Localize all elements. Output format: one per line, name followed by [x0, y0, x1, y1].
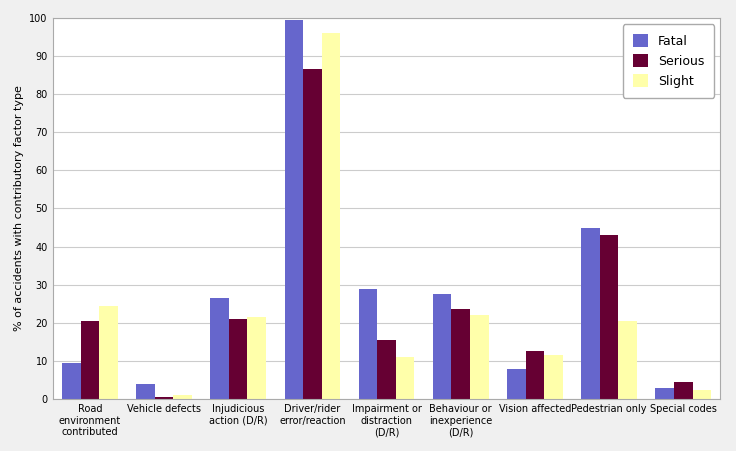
Bar	[247, 317, 266, 399]
Bar	[155, 397, 173, 399]
Bar	[581, 227, 600, 399]
Bar	[618, 321, 637, 399]
Bar	[433, 294, 451, 399]
Bar	[656, 387, 674, 399]
Bar	[507, 368, 526, 399]
Bar	[544, 355, 563, 399]
Bar	[99, 306, 118, 399]
Bar	[674, 382, 693, 399]
Bar	[600, 235, 618, 399]
Bar	[173, 395, 192, 399]
Bar	[303, 69, 322, 399]
Bar	[396, 357, 414, 399]
Bar	[451, 309, 470, 399]
Bar	[285, 20, 303, 399]
Bar	[378, 340, 396, 399]
Bar	[322, 33, 340, 399]
Bar	[210, 298, 229, 399]
Bar	[62, 363, 80, 399]
Legend: Fatal, Serious, Slight: Fatal, Serious, Slight	[623, 24, 714, 97]
Bar	[358, 289, 378, 399]
Bar	[470, 315, 489, 399]
Bar	[229, 319, 247, 399]
Bar	[136, 384, 155, 399]
Bar	[693, 390, 711, 399]
Bar	[526, 351, 544, 399]
Bar	[80, 321, 99, 399]
Y-axis label: % of accidents with contributory factor type: % of accidents with contributory factor …	[14, 86, 24, 331]
